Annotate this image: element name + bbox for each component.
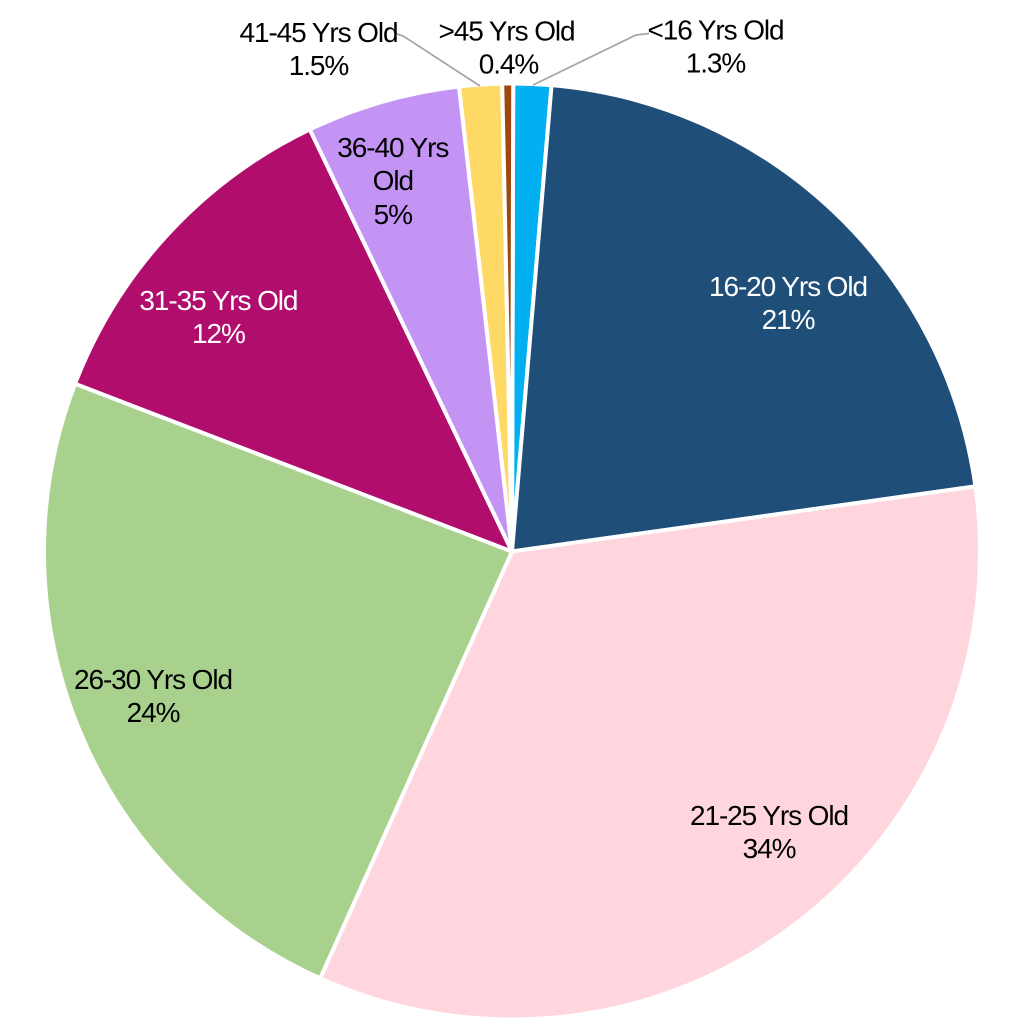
svg-text:>45 Yrs Old: >45 Yrs Old [438,16,574,47]
svg-text:41-45 Yrs Old: 41-45 Yrs Old [240,17,398,48]
svg-text:1.3%: 1.3% [686,48,746,79]
svg-text:21-25 Yrs Old: 21-25 Yrs Old [690,800,848,831]
svg-text:16-20 Yrs Old: 16-20 Yrs Old [709,271,867,302]
svg-text:<16 Yrs Old: <16 Yrs Old [647,15,783,46]
svg-text:36-40 Yrs: 36-40 Yrs [337,132,448,163]
svg-text:12%: 12% [192,318,245,349]
svg-text:24%: 24% [127,697,180,728]
svg-text:34%: 34% [743,833,796,864]
svg-text:21%: 21% [762,304,815,335]
svg-text:1.5%: 1.5% [289,50,349,81]
svg-text:31-35 Yrs Old: 31-35 Yrs Old [139,285,297,316]
svg-text:0.4%: 0.4% [479,49,539,80]
svg-text:26-30 Yrs Old: 26-30 Yrs Old [74,664,232,695]
svg-text:Old: Old [373,165,413,196]
svg-text:5%: 5% [374,199,412,230]
